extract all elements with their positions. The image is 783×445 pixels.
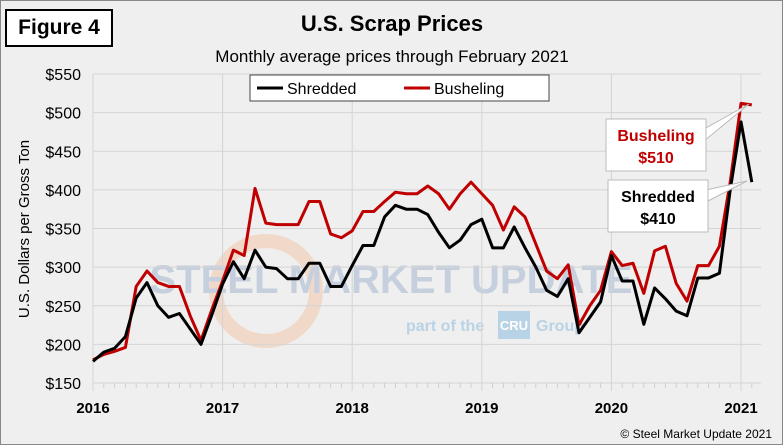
callout-label: Busheling: [617, 128, 694, 145]
callout-value: $510: [638, 150, 674, 167]
watermark-group: Group: [536, 318, 584, 335]
watermark-part-of: part of the: [406, 318, 484, 335]
x-tick-label: 2021: [724, 400, 757, 417]
y-tick-label: $250: [45, 299, 81, 316]
y-tick-label: $550: [45, 67, 81, 84]
y-tick-label: $350: [45, 222, 81, 239]
watermark-swoosh: [209, 234, 323, 348]
chart-subtitle: Monthly average prices through February …: [215, 47, 569, 66]
x-tick-label: 2020: [595, 400, 628, 417]
callout-value: $410: [640, 211, 676, 228]
copyright: © Steel Market Update 2021: [620, 427, 772, 441]
watermark-brand: CRU: [500, 318, 528, 333]
y-axis-label: U.S. Dollars per Gross Ton: [16, 140, 33, 318]
legend-label-shredded: Shredded: [287, 81, 356, 98]
series-line-shredded: [92, 120, 754, 363]
watermark-cru-box: [498, 311, 530, 339]
callout-box: [607, 179, 709, 233]
figure-label: Figure 4: [5, 9, 113, 47]
callout-box: [605, 118, 707, 172]
x-tick-label: 2018: [336, 400, 369, 417]
y-tick-label: $200: [45, 337, 81, 354]
legend-box: [249, 74, 550, 102]
chart-title: U.S. Scrap Prices: [300, 11, 484, 36]
x-tick-label: 2017: [206, 400, 239, 417]
y-tick-label: $300: [45, 260, 81, 277]
y-tick-label: $400: [45, 183, 81, 200]
y-tick-label: $450: [45, 144, 81, 161]
y-tick-label: $150: [45, 376, 81, 393]
legend-label-busheling: Busheling: [434, 81, 504, 98]
y-tick-label: $500: [45, 106, 81, 123]
x-tick-label: 2016: [76, 400, 109, 417]
x-tick-label: 2019: [465, 400, 498, 417]
callout-label: Shredded: [621, 189, 695, 206]
